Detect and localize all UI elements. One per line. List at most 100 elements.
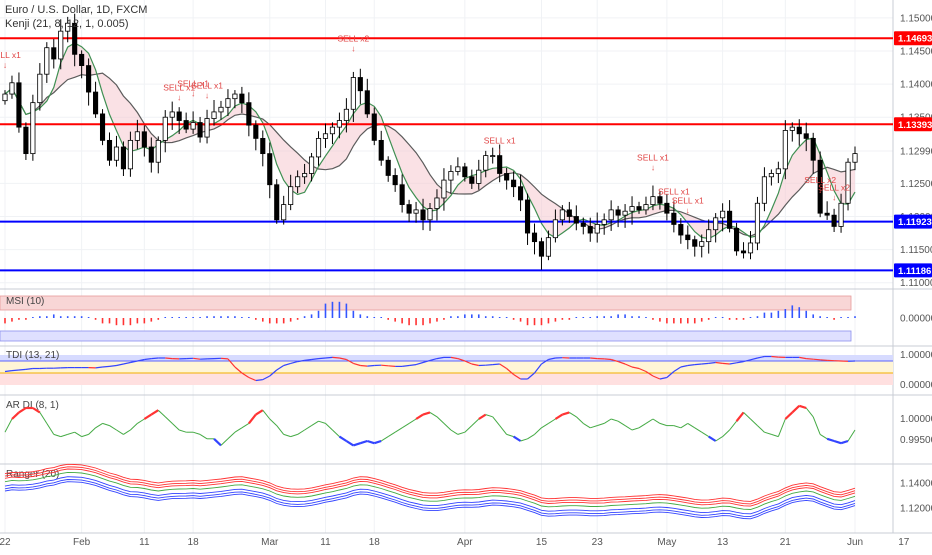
candle-body [288,187,292,205]
candle-body [727,211,731,228]
candle-body [672,213,676,224]
ranger-y-tick-top: 1.14000 [900,478,932,489]
candle-body [546,238,550,257]
candle-body [463,167,467,177]
candle-body [135,132,139,141]
y-tick-label: 1.11000 [900,278,932,289]
candle-body [720,211,724,218]
tdi-segment [325,357,332,358]
candle-body [567,210,571,217]
candle-body [400,185,404,205]
candle-body [518,187,522,200]
candle-body [59,31,63,59]
candle-body [477,170,481,183]
sell-signal-arrow: ↓ [651,163,655,173]
y-tick-label: 1.11500 [900,245,932,256]
tdi-segment [820,360,827,361]
candle-body [93,92,97,114]
candle-body [588,226,592,233]
tdi-segment [806,359,813,360]
candle-body [198,123,202,138]
candle-body [31,103,35,154]
tdi-bottom-band [0,373,893,385]
candle-body [825,213,829,215]
candle-body [261,138,265,153]
candle-body [163,117,167,140]
candle-body [365,91,369,114]
candle-body [651,197,655,205]
candle-body [233,94,237,99]
x-tick-label: 17 [898,537,910,548]
candle-body [832,215,836,226]
candle-body [623,211,627,215]
candle-body [470,177,474,184]
msi-upper-zone [0,296,851,310]
x-tick-label: 22 [0,537,11,548]
candle-body [226,99,230,108]
x-tick-label: 23 [592,537,604,548]
candle-body [790,127,794,130]
candle-body [539,242,543,257]
candle-body [393,175,397,184]
tdi-segment [103,366,110,367]
tdi-segment [388,366,395,367]
candle-body [734,228,738,251]
candle-body [268,154,272,185]
y-tick-label: 1.14000 [900,80,932,91]
candle-body [302,173,306,176]
candle-body [797,127,801,134]
indicator-title: Kenji (21, 8, 12, 1, 0.005) [5,18,129,30]
candle-body [839,203,843,226]
candle-body [282,205,286,220]
tdi-segment [381,365,388,366]
candle-body [595,224,599,233]
candle-body [107,140,111,160]
candle-body [421,210,425,220]
candle-body [679,224,683,235]
x-tick-label: Feb [73,537,91,548]
tdi-segment [590,358,597,359]
tdi-segment [151,358,158,359]
candle-body [86,66,90,92]
candle-body [351,78,355,110]
candle-body [755,203,759,243]
candle-body [170,112,174,117]
candle-body [38,74,42,102]
x-tick-label: 21 [780,537,792,548]
candle-body [525,200,529,233]
y-tick-label: 1.15000 [900,13,932,24]
candle-body [3,94,7,101]
candle-body [511,180,515,187]
candle-body [337,121,341,128]
x-tick-label: Jun [847,537,863,548]
x-tick-label: 18 [188,537,200,548]
tdi-segment [813,359,820,360]
candle-body [741,251,745,253]
candle-body [811,138,815,160]
sell-signal-arrow: ↓ [3,60,7,70]
candle-body [700,242,704,247]
tdi-segment [332,357,339,358]
candle-body [142,132,146,147]
tdi-segment [165,358,172,359]
x-tick-label: 11 [139,537,150,548]
candle-body [17,83,21,127]
tdi-segment [486,365,493,366]
candle-body [358,78,362,91]
candle-body [853,154,857,163]
candle-body [491,156,495,157]
candle-body [254,125,258,138]
sell-signal-arrow: ↓ [498,145,502,155]
candle-body [644,205,648,210]
tdi-segment [702,363,709,364]
candle-body [762,177,766,203]
candle-body [783,130,787,168]
y-tick-label: 1.12990 [900,146,932,157]
candle-body [344,109,348,120]
sell-signal-label: SELL x2 [337,34,369,44]
candle-body [693,240,697,247]
candle-body [100,114,104,140]
